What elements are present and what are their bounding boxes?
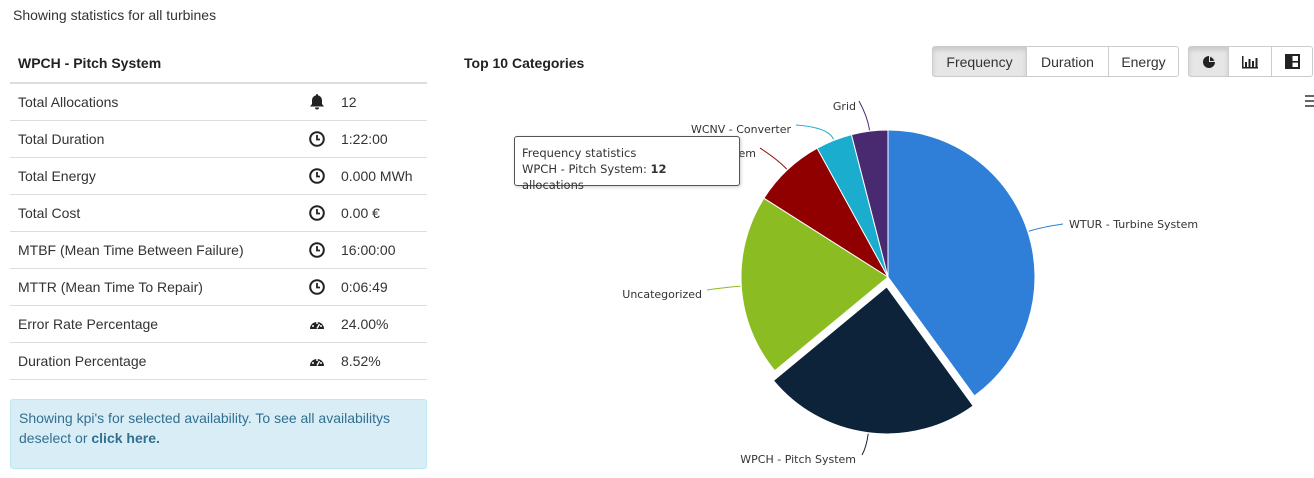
- tooltip-value: 12: [650, 162, 667, 176]
- pie-connector: [795, 124, 834, 140]
- kpi-label: Total Allocations: [18, 94, 119, 110]
- kpi-value: 16:00:00: [341, 242, 396, 258]
- kpi-row: MTTR (Mean Time To Repair) 0:06:49: [10, 269, 427, 306]
- kpi-value: 12: [341, 94, 357, 110]
- pie-slice[interactable]: [850, 129, 889, 278]
- kpi-value: 1:22:00: [341, 131, 388, 147]
- kpi-label: Total Duration: [18, 131, 105, 147]
- pie-connector: [858, 100, 870, 131]
- duration-button[interactable]: Duration: [1026, 46, 1109, 77]
- pie-chart-icon: [1202, 55, 1215, 68]
- kpi-value: 8.52%: [341, 353, 381, 369]
- kpi-row: Total Energy 0.000 MWh: [10, 158, 427, 195]
- clock-icon: [293, 279, 341, 295]
- statistics-scope-note: Showing statistics for all turbines: [13, 7, 217, 23]
- pie-label: Grid: [833, 100, 856, 113]
- tooltip-title: Frequency statistics: [522, 146, 637, 160]
- kpi-row: Duration Percentage 8.52%: [10, 343, 427, 380]
- kpi-value: 0:06:49: [341, 279, 388, 295]
- clock-icon: [293, 205, 341, 221]
- availability-alert: Showing kpi's for selected availability.…: [10, 399, 427, 469]
- bell-icon: [293, 93, 341, 111]
- kpi-value: 0.000 MWh: [341, 168, 413, 184]
- clock-icon: [293, 168, 341, 184]
- kpi-row: Total Duration 1:22:00: [10, 121, 427, 158]
- kpi-row: Total Cost 0.00 €: [10, 195, 427, 232]
- gauge-icon: [293, 355, 341, 367]
- kpi-title: WPCH - Pitch System: [18, 55, 162, 71]
- kpi-value: 0.00 €: [341, 205, 380, 221]
- chart-title: Top 10 Categories: [464, 55, 585, 71]
- pie-chart-view-button[interactable]: [1188, 46, 1229, 77]
- pie-connector: [759, 147, 788, 170]
- pie-label: WCNV - Converter: [691, 123, 792, 136]
- pie-label: Uncategorized: [622, 288, 702, 301]
- energy-button[interactable]: Energy: [1108, 46, 1179, 77]
- pie-label: WPCH - Pitch System: [740, 453, 856, 466]
- kpi-table: Total Allocations 12 Total Duration 1:22:00…: [10, 82, 427, 380]
- clock-icon: [293, 131, 341, 147]
- pie-connector: [706, 285, 741, 291]
- pie-slice[interactable]: [772, 286, 974, 435]
- treemap-view-button[interactable]: [1271, 46, 1313, 77]
- pie-slice[interactable]: [887, 129, 1036, 397]
- kpi-label: Error Rate Percentage: [18, 316, 159, 332]
- click-here-link[interactable]: click here.: [91, 430, 160, 446]
- kpi-row: Total Allocations 12: [10, 84, 427, 121]
- kpi-row: MTBF (Mean Time Between Failure) 16:00:00: [10, 232, 427, 269]
- kpi-label: Total Cost: [18, 205, 81, 221]
- kpi-label: MTBF (Mean Time Between Failure): [18, 242, 244, 258]
- kpi-label: Total Energy: [18, 168, 96, 184]
- frequency-button[interactable]: Frequency: [932, 46, 1027, 77]
- kpi-row: Error Rate Percentage 24.00%: [10, 306, 427, 343]
- kpi-label: Duration Percentage: [18, 353, 147, 369]
- pie-slice[interactable]: [740, 197, 889, 372]
- kpi-label: MTTR (Mean Time To Repair): [18, 279, 203, 295]
- tooltip-body: WPCH - Pitch System: 12 allocations: [522, 162, 667, 192]
- pie-connector: [861, 433, 869, 456]
- pie-connector: [1028, 223, 1064, 232]
- bar-chart-icon: [1242, 55, 1258, 68]
- pie-label: WTUR - Turbine System: [1069, 218, 1198, 231]
- treemap-icon: [1284, 54, 1300, 69]
- bar-chart-view-button[interactable]: [1228, 46, 1272, 77]
- metric-button-group: Frequency Duration Energy: [932, 46, 1179, 77]
- chart-tooltip: Frequency statistics WPCH - Pitch System…: [514, 136, 740, 192]
- view-button-group: [1188, 46, 1313, 77]
- clock-icon: [293, 242, 341, 258]
- kpi-value: 24.00%: [341, 316, 389, 332]
- gauge-icon: [293, 318, 341, 330]
- alert-text: Showing kpi's for selected availability.…: [19, 410, 391, 446]
- chart-menu-icon[interactable]: [1305, 95, 1314, 110]
